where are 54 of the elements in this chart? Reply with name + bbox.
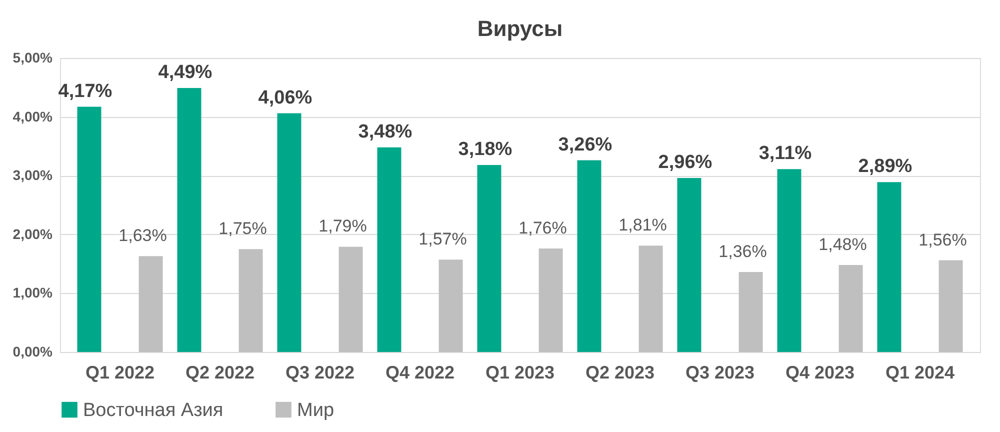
bar [477, 165, 502, 352]
data-label: 1,81% [618, 216, 667, 235]
bar [638, 246, 663, 352]
bar [938, 260, 963, 352]
bar [877, 182, 902, 352]
x-tick-label: Q2 2022 [185, 362, 255, 382]
bar [138, 256, 163, 352]
bar [338, 246, 363, 352]
data-label: 3,18% [458, 139, 512, 160]
x-tick-label: Q4 2022 [385, 362, 455, 382]
bar [838, 264, 863, 352]
data-label: 1,36% [718, 242, 767, 262]
bar [777, 169, 802, 352]
y-tick-label: 0,00% [12, 344, 54, 360]
data-label: 1,76% [518, 218, 567, 238]
bar [577, 160, 602, 352]
y-tick-label: 1,00% [12, 284, 54, 301]
data-label: 3,11% [758, 143, 812, 164]
data-label: 3,48% [358, 121, 412, 142]
y-tick-label: 5,00% [12, 50, 54, 66]
bar [277, 113, 302, 352]
x-tick-label: Q2 2023 [585, 362, 655, 382]
data-label: 4,17% [58, 80, 112, 102]
bar [738, 272, 763, 352]
y-tick-label: 3,00% [12, 167, 54, 184]
x-tick-label: Q1 2023 [485, 362, 555, 382]
bar [438, 260, 463, 352]
bar [177, 88, 202, 352]
bar [677, 178, 702, 352]
legend-label: Мир [297, 400, 334, 421]
x-tick-label: Q3 2022 [285, 362, 355, 382]
data-label: 1,63% [118, 226, 167, 246]
x-tick-label: Q4 2023 [785, 362, 855, 382]
chart-title: Вирусы [477, 16, 563, 41]
x-tick-label: Q1 2024 [885, 362, 955, 382]
data-label: 1,75% [218, 219, 267, 238]
data-label: 2,96% [658, 152, 712, 173]
bar [77, 106, 102, 352]
data-label: 1,79% [318, 216, 367, 236]
y-tick-label: 2,00% [12, 226, 54, 242]
x-tick-label: Q3 2023 [685, 362, 755, 382]
data-label: 1,48% [818, 234, 867, 254]
data-label: 1,57% [418, 230, 467, 249]
x-tick-label: Q1 2022 [85, 362, 155, 382]
data-label: 3,26% [558, 134, 612, 156]
legend-label: Восточная Азия [83, 400, 224, 421]
bar [538, 248, 563, 352]
data-label: 4,06% [258, 87, 312, 108]
data-label: 2,89% [858, 156, 912, 178]
bar [377, 147, 402, 352]
data-label: 4,49% [158, 62, 212, 83]
y-tick-label: 4,00% [12, 108, 54, 124]
bar [238, 249, 263, 352]
data-label: 1,56% [918, 230, 967, 250]
